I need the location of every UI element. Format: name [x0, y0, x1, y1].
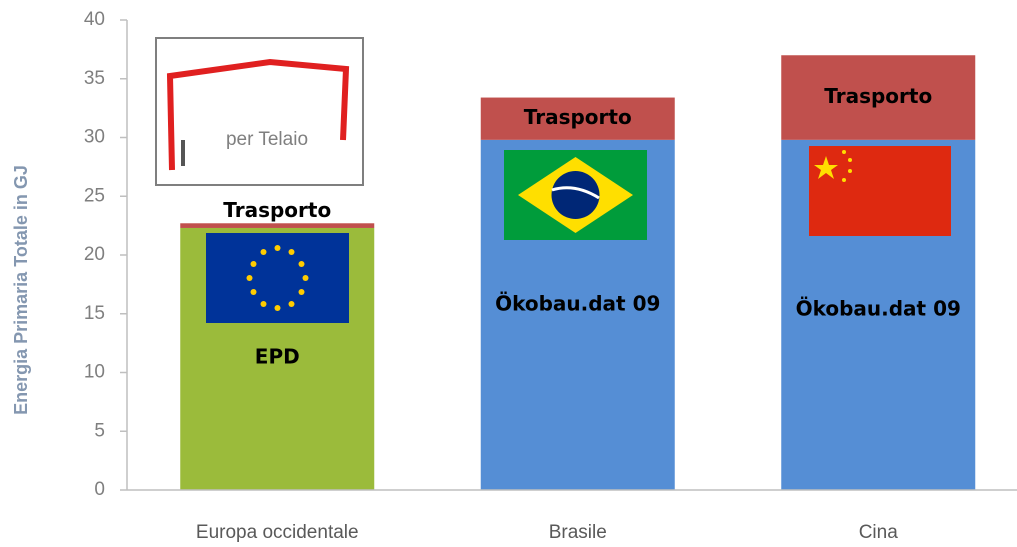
china-flag	[809, 146, 951, 236]
brazil-band	[551, 186, 600, 200]
person-icon	[181, 140, 185, 166]
bar-segment	[180, 223, 375, 228]
annotation: per Telaio	[226, 129, 308, 150]
x-tick-label: Brasile	[549, 522, 607, 543]
inset: per Telaio	[155, 37, 364, 186]
x-tick-label: Cina	[859, 522, 899, 543]
flags	[206, 146, 951, 323]
china-star	[814, 156, 838, 179]
eu-stars	[246, 245, 309, 311]
china-small-stars	[842, 150, 852, 182]
segment-label: Trasporto	[824, 84, 932, 108]
y-tick-label: 35	[84, 68, 105, 89]
bar-segment	[781, 55, 976, 140]
x-tick-label: Europa occidentale	[196, 522, 359, 543]
y-tick-label: 0	[94, 479, 105, 500]
y-tick-label: 10	[84, 362, 105, 383]
y-tick-label: 5	[94, 420, 105, 441]
y-tick-label: 25	[84, 185, 105, 206]
segment-label: Ökobau.dat 09	[495, 292, 660, 316]
segment-label: Trasporto	[524, 105, 632, 129]
segment-label: Ökobau.dat 09	[796, 297, 961, 321]
frame-icon	[166, 58, 350, 171]
y-tick-label: 20	[84, 244, 105, 265]
y-tick-label: 15	[84, 303, 105, 324]
y-axis-label: Energia Primaria Totale in GJ	[11, 165, 31, 415]
brazil-globe	[551, 171, 600, 219]
inset-box	[155, 37, 364, 186]
segment-label: Trasporto	[223, 198, 331, 222]
bar-segment	[480, 97, 675, 140]
segment-label: EPD	[255, 345, 300, 369]
y-tick-label: 40	[84, 9, 105, 30]
y-tick-label: 30	[84, 127, 105, 148]
